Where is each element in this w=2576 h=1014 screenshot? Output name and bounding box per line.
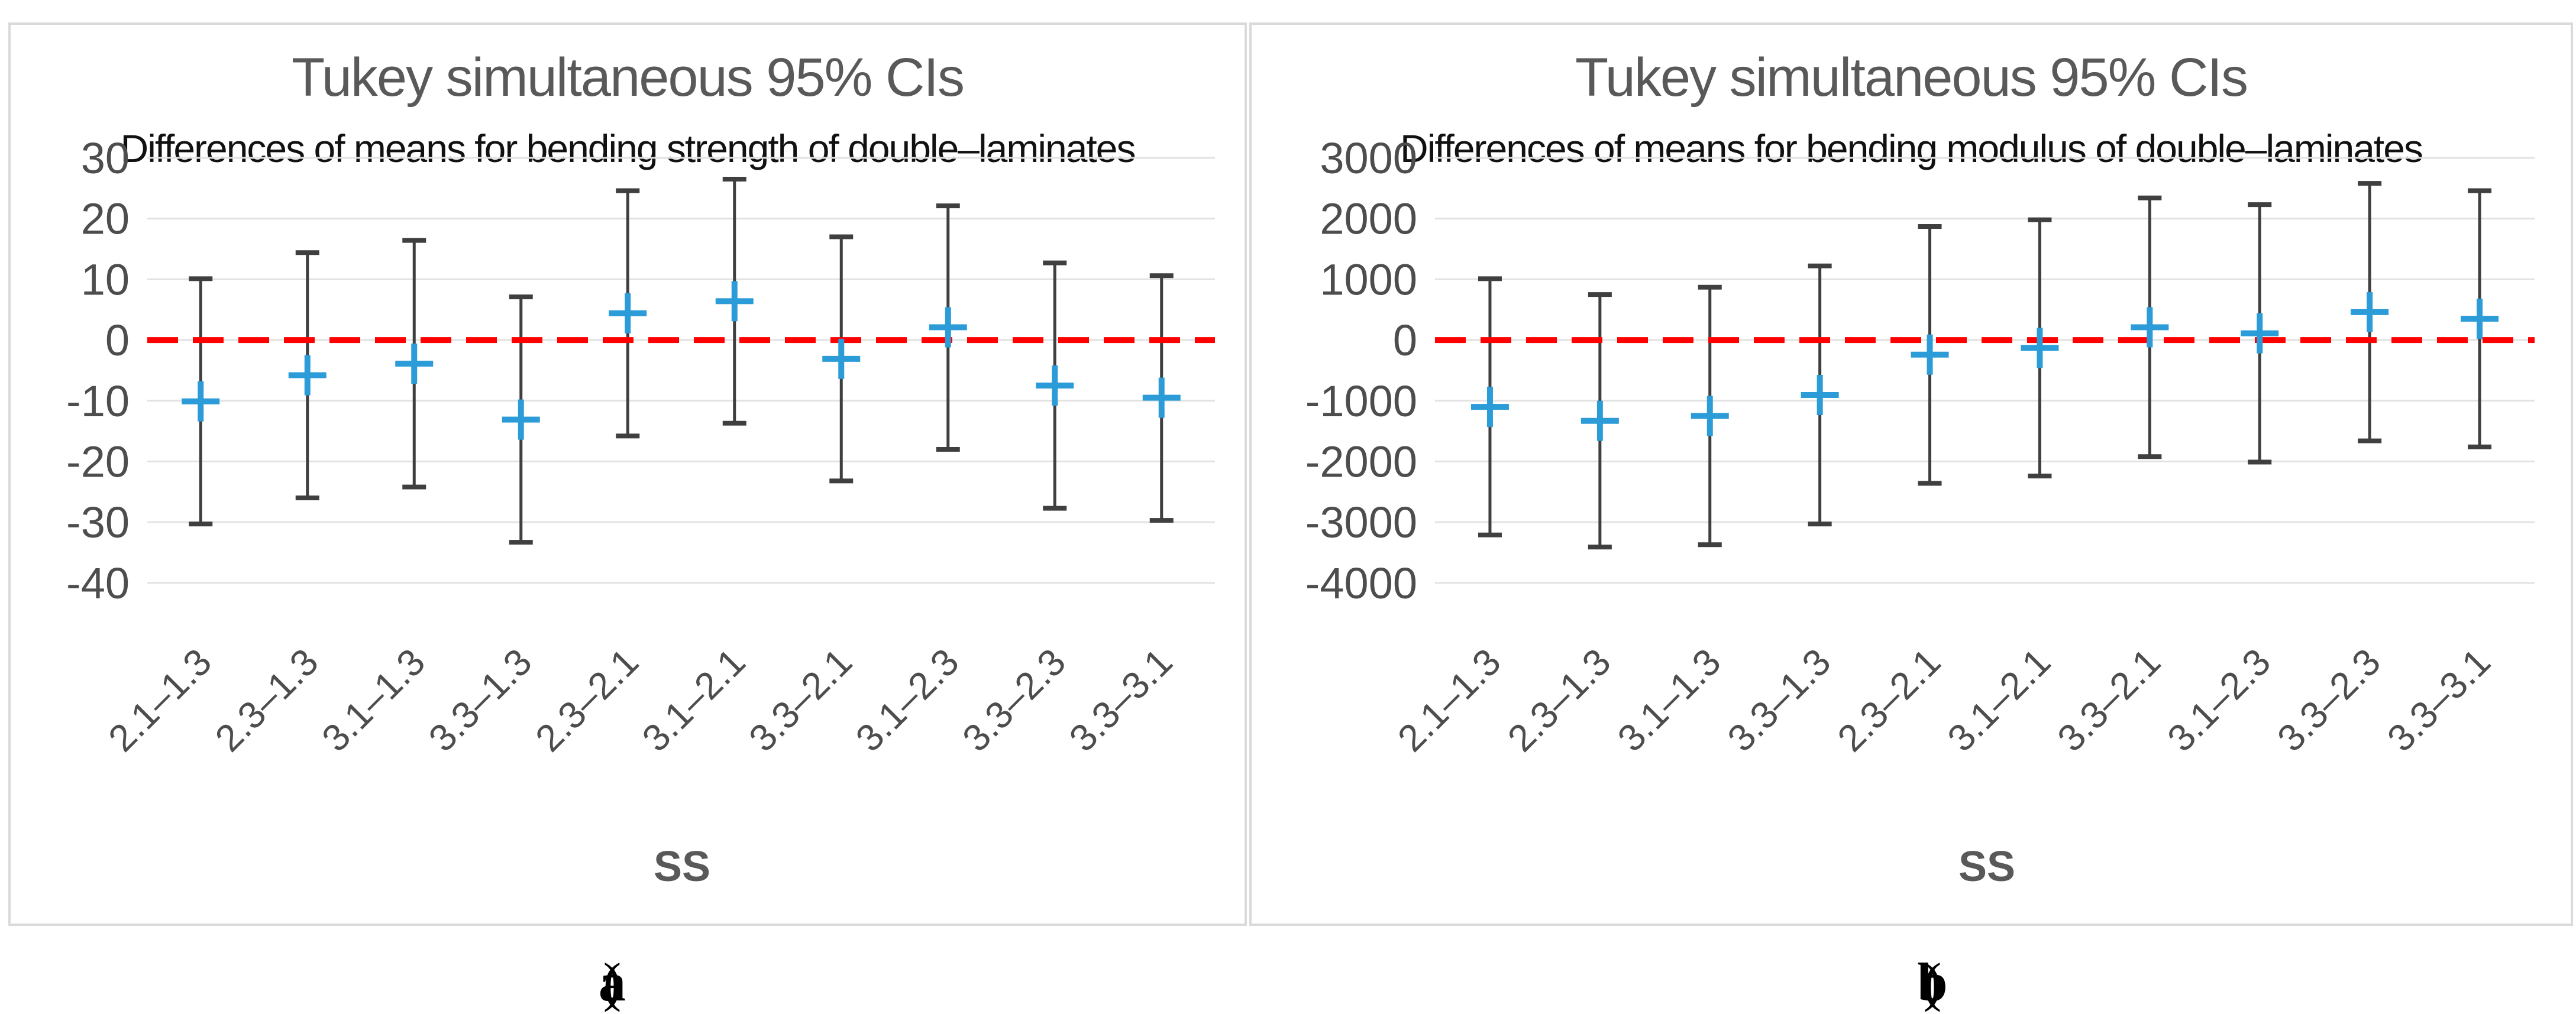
category-label: 2.3–2.1 xyxy=(1830,640,1949,760)
y-tick-label: 10 xyxy=(81,255,130,304)
category-label: 3.1–2.3 xyxy=(848,640,967,760)
chart-a-title: Tukey simultaneous 95% CIs xyxy=(292,47,964,108)
category-label: 2.1–1.3 xyxy=(100,640,219,760)
category-label: 2.3–1.3 xyxy=(207,640,327,760)
y-tick-label: -4000 xyxy=(1305,559,1417,608)
y-tick-label: 3000 xyxy=(1320,134,1417,183)
y-tick-label: -40 xyxy=(66,559,130,608)
chart-a-plot: 30 20 10 0 -10 -20 -30 -40 2.1–1.32.3–1.33.1–1.3… xyxy=(66,134,1215,760)
category-label: 3.3–2.3 xyxy=(2269,640,2388,760)
y-tick-label: -10 xyxy=(66,377,130,426)
category-label: 3.3–1.3 xyxy=(1720,640,1839,760)
category-label: 3.1–2.1 xyxy=(634,640,754,760)
category-label: 2.1–1.3 xyxy=(1389,640,1509,760)
chart-a-x-axis-title: SS xyxy=(654,843,710,890)
chart-b-plot: 3000 2000 1000 0 -1000 -2000 -3000 -4000 2.1–1.3… xyxy=(1305,134,2535,760)
y-tick-label: 30 xyxy=(81,134,130,183)
chart-b-x-axis-title: SS xyxy=(1958,843,2015,890)
chart-b-subtitle: Differences of means for bending modulus… xyxy=(1400,127,2422,170)
panel-a: Tukey simultaneous 95% CIs Differences o… xyxy=(8,22,1247,926)
y-tick-label: 0 xyxy=(105,316,130,365)
category-label: 3.1–2.1 xyxy=(1939,640,2058,760)
captions-row: (a) (b) xyxy=(599,952,1948,1012)
chart-a: Tukey simultaneous 95% CIs Differences o… xyxy=(66,47,1215,890)
y-tick-label: 0 xyxy=(1393,316,1417,365)
category-label: 2.3–2.1 xyxy=(527,640,647,760)
category-label: 3.3–2.1 xyxy=(2049,640,2168,760)
y-tick-label: -2000 xyxy=(1305,438,1417,487)
category-label: 3.3–3.1 xyxy=(2379,640,2499,760)
y-tick-label: -3000 xyxy=(1305,498,1417,547)
chart-b: Tukey simultaneous 95% CIs Differences o… xyxy=(1305,47,2535,890)
chart-b-title: Tukey simultaneous 95% CIs xyxy=(1575,47,2247,108)
y-tick-label: -20 xyxy=(66,438,130,487)
chart-a-subtitle: Differences of means for bending strengt… xyxy=(121,127,1135,170)
category-label: 3.3–1.3 xyxy=(421,640,540,760)
y-tick-label: -1000 xyxy=(1305,377,1417,426)
category-label: 3.3–2.1 xyxy=(741,640,860,760)
category-label: 3.1–1.3 xyxy=(313,640,433,760)
category-label: 2.3–1.3 xyxy=(1499,640,1619,760)
y-tick-label: 2000 xyxy=(1320,195,1417,244)
category-label: 3.1–1.3 xyxy=(1609,640,1729,760)
category-label: 3.1–2.3 xyxy=(2159,640,2278,760)
y-tick-label: 20 xyxy=(81,195,130,244)
category-label: 3.3–3.1 xyxy=(1061,640,1181,760)
category-label: 3.3–2.3 xyxy=(954,640,1074,760)
y-tick-label: 1000 xyxy=(1320,255,1417,304)
y-tick-label: -30 xyxy=(66,498,130,547)
panel-b: Tukey simultaneous 95% CIs Differences o… xyxy=(1249,22,2573,926)
